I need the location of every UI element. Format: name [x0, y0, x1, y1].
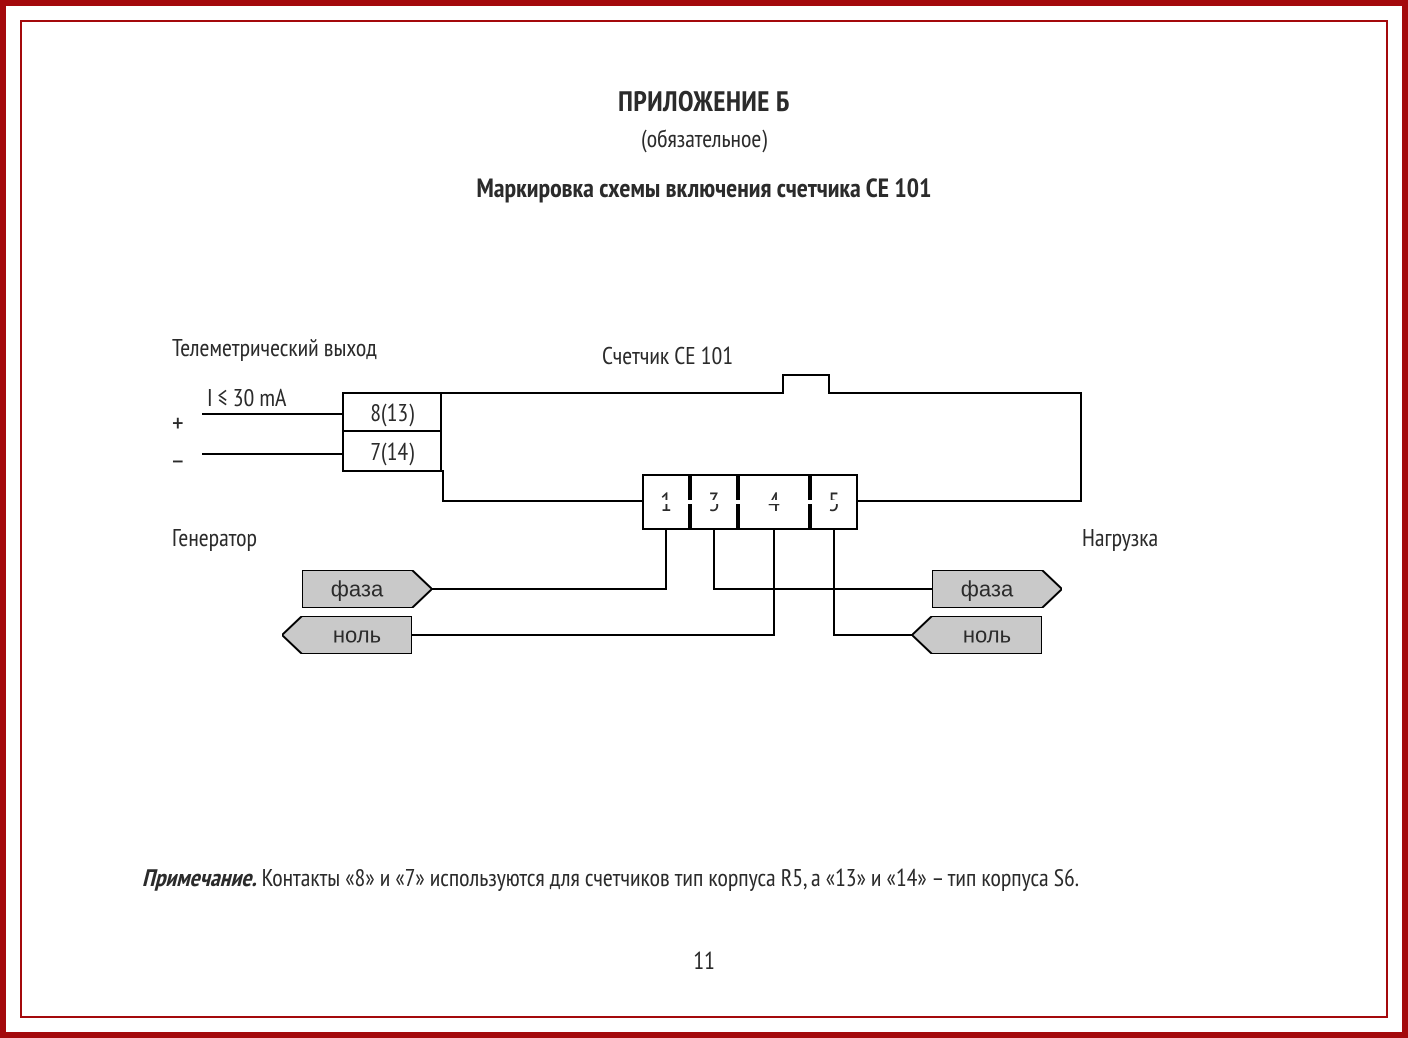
label-plus: +	[172, 404, 184, 441]
port-8: 8(13)	[342, 392, 442, 432]
label-meter: Счетчик СЕ 101	[602, 340, 733, 371]
svg-text:фаза: фаза	[331, 577, 384, 602]
label-generator: Генератор	[172, 522, 257, 553]
wire-h	[713, 588, 932, 590]
wire-h	[833, 634, 912, 636]
meter-notch-gap	[784, 391, 828, 395]
tag-gen-phase: фаза	[302, 570, 432, 608]
wire-h	[202, 413, 342, 415]
footnote: Примечание. Контакты «8» и «7» использую…	[142, 862, 1266, 894]
footnote-label: Примечание.	[142, 862, 256, 893]
tag-load-phase: фаза	[932, 570, 1062, 608]
wire-h	[432, 588, 667, 590]
tag-gen-zero: ноль	[282, 616, 412, 654]
svg-text:фаза: фаза	[961, 577, 1014, 602]
tag-load-zero: ноль	[912, 616, 1042, 654]
svg-text:ноль: ноль	[963, 623, 1011, 648]
label-current: I ≤ 30 mA	[207, 382, 286, 413]
port-7: 7(14)	[342, 432, 442, 472]
footnote-text: Контакты «8» и «7» используются для счет…	[256, 862, 1079, 893]
meter-bottom-gap	[644, 500, 856, 504]
wire-v	[713, 530, 715, 589]
svg-text:ноль: ноль	[333, 623, 381, 648]
wire-h	[202, 453, 342, 455]
wire-v	[773, 530, 775, 635]
page-outer-frame: ПРИЛОЖЕНИЕ Б (обязательное) Маркировка с…	[0, 0, 1408, 1038]
wire-v	[665, 530, 667, 589]
wire-v	[833, 530, 835, 635]
wire-h	[412, 634, 775, 636]
page-inner-frame: ПРИЛОЖЕНИЕ Б (обязательное) Маркировка с…	[20, 20, 1388, 1018]
label-load: Нагрузка	[1082, 522, 1158, 553]
page-number: 11	[22, 945, 1386, 976]
label-telemetry: Телеметрический выход	[172, 332, 377, 363]
label-minus: −	[172, 442, 184, 479]
